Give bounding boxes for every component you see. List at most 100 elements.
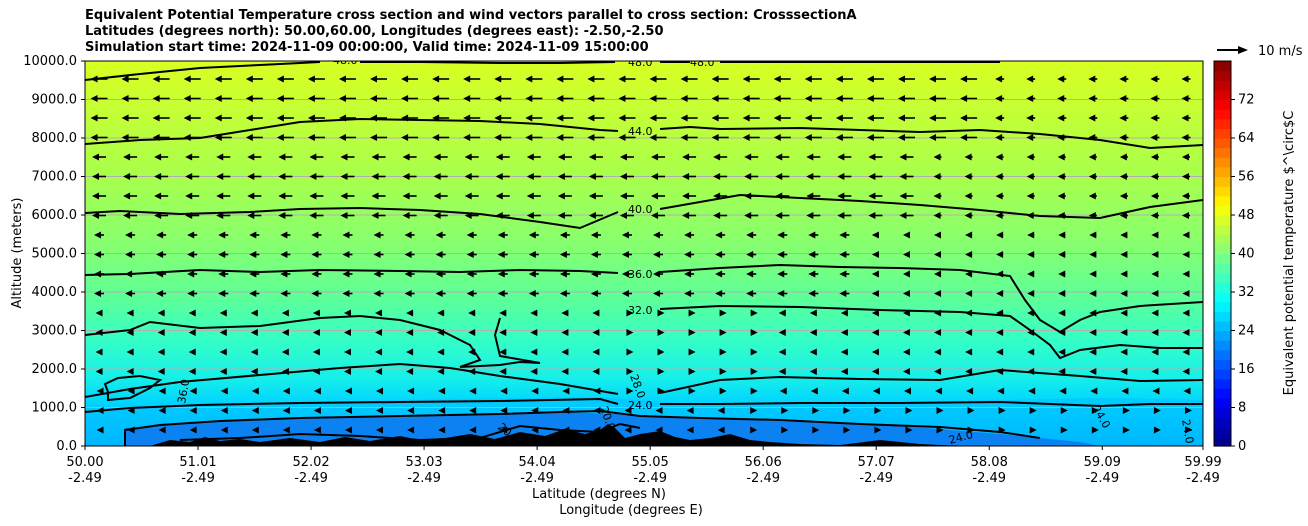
colorbar-tick-label: 24 (1238, 324, 1255, 339)
wind-arrow-head (559, 270, 567, 278)
wind-arrow-head (779, 387, 787, 395)
wind-arrow-head (804, 134, 812, 141)
wind-arrow-head (464, 173, 472, 180)
wind-arrow-head (1060, 426, 1068, 434)
x-tick-label-latitude: 51.01 (179, 455, 216, 470)
wind-arrow-head (839, 251, 847, 258)
wind-arrow-head (556, 114, 564, 122)
wind-arrow-head (1153, 407, 1161, 414)
wind-arrow-head (251, 426, 259, 434)
wind-arrow-head (750, 387, 758, 395)
wind-arrow-head (871, 329, 879, 336)
wind-arrow-head (531, 426, 539, 434)
wind-arrow-head (525, 134, 533, 141)
wind-arrow-head (1183, 387, 1191, 395)
wind-arrow-head (653, 231, 661, 239)
wind-arrow-head (713, 153, 721, 161)
wind-arrow-head (497, 270, 505, 278)
wind-arrow-head (1058, 348, 1066, 356)
wind-arrow-head (653, 270, 661, 278)
wind-arrow-head (744, 173, 752, 180)
wind-arrow-head (713, 192, 721, 200)
wind-arrow-head (1181, 192, 1189, 200)
wind-arrow-head (183, 75, 191, 83)
wind-arrow-head (250, 348, 258, 356)
wind-arrow-head (1119, 75, 1127, 83)
y-axis: 0.0 1000.0 2000.0 3000.0 4000.0 5000.0 6000.0 7… (23, 54, 85, 454)
wind-arrow-head (121, 95, 129, 102)
wind-arrow-head (1181, 114, 1189, 122)
wind-arrow-head (90, 114, 98, 122)
wind-arrow-head (338, 95, 346, 102)
wind-arrow-head (711, 75, 719, 83)
wind-arrow-head (189, 387, 197, 395)
wind-arrow-head (996, 251, 1004, 258)
wind-arrow-head (1119, 134, 1127, 141)
wind-arrow-head (276, 75, 284, 83)
wind-key-label: 10 m/s (1258, 44, 1303, 59)
wind-arrow-head (587, 95, 595, 102)
wind-arrow-head (311, 231, 319, 239)
wind-arrow-head (214, 114, 222, 122)
wind-arrow-head (902, 329, 910, 336)
wind-arrow-head (561, 348, 569, 356)
x-tick-label-longitude: -2.49 (294, 471, 328, 486)
wind-arrow-head (1026, 95, 1034, 102)
wind-arrow-head (245, 75, 253, 83)
colorbar-segment (1214, 311, 1231, 322)
wind-arrow-head (902, 251, 910, 258)
wind-arrow-head (587, 134, 595, 141)
title-line-3: Simulation start time: 2024-11-09 00:00:… (85, 40, 649, 55)
wind-arrow-head (371, 212, 379, 219)
wind-arrow-head (934, 329, 942, 336)
wind-arrow-head (468, 329, 476, 336)
wind-arrow-head (653, 251, 661, 258)
wind-arrow-head (376, 426, 384, 434)
wind-arrow-head (94, 270, 102, 278)
wind-arrow-head (402, 192, 410, 200)
colorbar-segment (1214, 147, 1231, 158)
wind-arrow-head (742, 134, 750, 141)
wind-arrow-head (469, 387, 477, 395)
wind-arrow-head (127, 387, 135, 395)
wind-arrow-head (618, 75, 626, 83)
wind-arrow-head (808, 251, 816, 258)
wind-arrow-head (835, 134, 843, 141)
wind-arrow-head (432, 75, 440, 83)
wind-arrow-head (556, 75, 564, 83)
wind-arrow-head (843, 426, 851, 434)
wind-arrow-head (619, 192, 627, 200)
wind-arrow-head (680, 134, 688, 141)
wind-arrow-head (835, 75, 843, 83)
wind-arrow-head (218, 231, 226, 239)
wind-arrow-head (556, 134, 564, 141)
wind-arrow-head (588, 212, 596, 219)
wind-arrow-head (995, 153, 1003, 161)
wind-arrow-head (157, 309, 165, 317)
wind-arrow-head (1120, 329, 1128, 336)
wind-arrow-head (500, 407, 508, 414)
wind-arrow-head (373, 231, 381, 239)
wind-arrow-head (778, 309, 786, 317)
wind-arrow-head (960, 75, 968, 83)
wind-arrow-head (897, 134, 905, 141)
wind-arrow-head (126, 309, 134, 317)
wind-arrow-head (775, 153, 783, 161)
wind-arrow-head (964, 153, 972, 161)
wind-arrow-head (1121, 387, 1129, 395)
wind-arrow-head (407, 387, 415, 395)
wind-arrow-head (777, 290, 785, 297)
wind-arrow-head (866, 134, 874, 141)
wind-arrow-head (621, 251, 629, 258)
wind-arrow-head (1151, 251, 1159, 258)
wind-arrow-head (402, 173, 410, 180)
wind-arrow-head (343, 309, 351, 317)
wind-arrow-head (276, 134, 284, 141)
wind-arrow-head (651, 212, 659, 219)
wind-arrow-head (897, 114, 905, 122)
wind-arrow-head (965, 309, 973, 317)
wind-arrow-head (245, 114, 253, 122)
wind-arrow-head (967, 426, 975, 434)
wind-arrow-head (313, 387, 321, 395)
wind-arrow-head (649, 134, 657, 141)
